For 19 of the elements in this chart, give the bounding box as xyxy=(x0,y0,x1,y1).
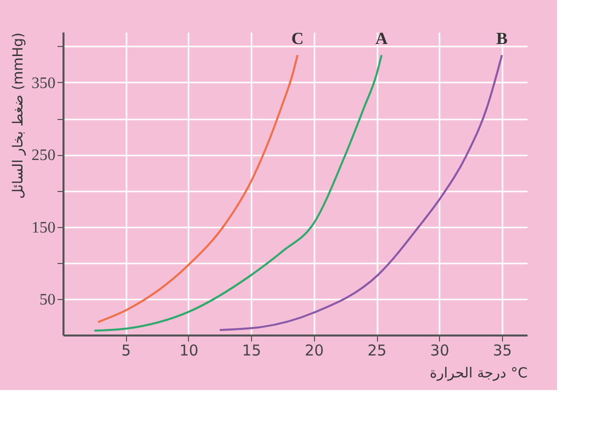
x-tick-label: 10 xyxy=(179,342,198,360)
line-series xyxy=(218,54,503,331)
x-tick-label: 5 xyxy=(121,342,131,360)
y-tick-label: 250 xyxy=(32,147,56,164)
x-tick-label: 15 xyxy=(242,342,262,360)
x-axis-title: درجة الحرارة °C xyxy=(430,366,528,382)
y-tick-label: 50 xyxy=(40,291,56,308)
y-axis-title: ضغط بخار السائل (mmHg) xyxy=(10,32,26,199)
x-tick-label: 20 xyxy=(304,342,324,360)
line-series xyxy=(97,54,299,324)
series-label: C xyxy=(291,29,304,48)
x-tick-label: 30 xyxy=(430,342,450,360)
y-tick-label: 150 xyxy=(32,219,56,236)
line-series xyxy=(93,54,383,332)
x-tick-label: 35 xyxy=(492,342,512,360)
series-label: B xyxy=(496,29,508,48)
y-tick-label: 350 xyxy=(32,75,56,92)
series-label: A xyxy=(375,29,388,48)
x-tick-label: 25 xyxy=(367,342,387,360)
